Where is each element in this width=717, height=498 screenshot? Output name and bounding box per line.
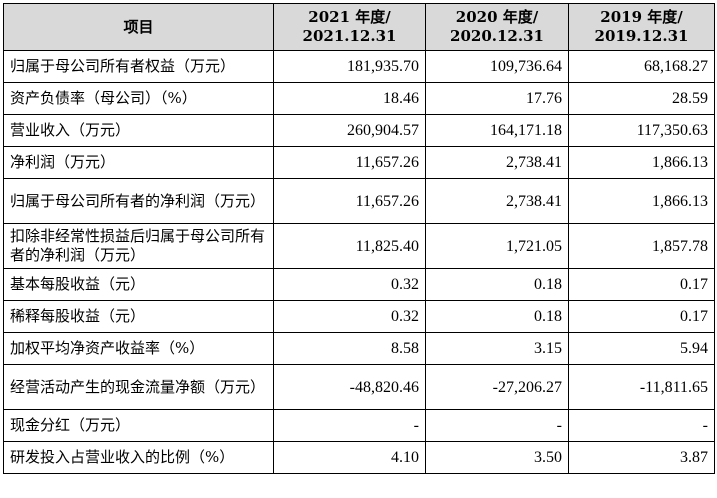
value-2020: 17.76 [425,82,569,115]
value-2021: 11,825.40 [273,223,426,269]
row-label: 经营活动产生的现金流量净额（万元） [3,364,274,410]
header-2020-year: 2020 年度/ [455,8,539,26]
value-2021: 260,904.57 [273,114,426,147]
value-2020: 3.50 [425,441,569,474]
value-2021: 0.32 [273,268,426,301]
value-2021: 4.10 [273,441,426,474]
row-label: 归属于母公司所有者权益（万元） [3,50,274,83]
value-2019: -11,811.65 [568,364,715,410]
table-row: 经营活动产生的现金流量净额（万元） -48,820.46 -27,206.27 … [3,364,715,410]
row-label: 稀释每股收益（元） [3,300,274,333]
value-2020: - [425,409,569,442]
row-label: 现金分红（万元） [3,409,274,442]
header-row: 项目 2021 年度/ 2021.12.31 2020 年度/ 2020.12.… [3,3,715,51]
table-row: 资产负债率（母公司）（%） 18.46 17.76 28.59 [3,82,715,115]
financial-indicators-table: 项目 2021 年度/ 2021.12.31 2020 年度/ 2020.12.… [3,3,715,474]
value-2019: 1,866.13 [568,146,715,179]
value-2019: 0.17 [568,300,715,333]
value-2020: 3.15 [425,332,569,365]
value-2019: 3.87 [568,441,715,474]
header-2019: 2019 年度/ 2019.12.31 [568,3,715,51]
value-2020: 0.18 [425,268,569,301]
value-2021: 181,935.70 [273,50,426,83]
value-2021: 11,657.26 [273,178,426,224]
header-2019-date: 2019.12.31 [594,27,689,45]
row-label: 营业收入（万元） [3,114,274,147]
table-row: 基本每股收益（元） 0.32 0.18 0.17 [3,268,715,301]
value-2020: 109,736.64 [425,50,569,83]
value-2020: 164,171.18 [425,114,569,147]
header-item: 项目 [3,3,274,51]
value-2020: 1,721.05 [425,223,569,269]
table-row: 净利润（万元） 11,657.26 2,738.41 1,866.13 [3,146,715,179]
table-row: 研发投入占营业收入的比例（%） 4.10 3.50 3.87 [3,441,715,474]
header-2021: 2021 年度/ 2021.12.31 [273,3,426,51]
value-2019: 0.17 [568,268,715,301]
value-2019: 5.94 [568,332,715,365]
table-row: 稀释每股收益（元） 0.32 0.18 0.17 [3,300,715,333]
table-row: 营业收入（万元） 260,904.57 164,171.18 117,350.6… [3,114,715,147]
value-2019: 68,168.27 [568,50,715,83]
row-label: 归属于母公司所有者的净利润（万元） [3,178,274,224]
value-2021: 8.58 [273,332,426,365]
table-row: 归属于母公司所有者权益（万元） 181,935.70 109,736.64 68… [3,50,715,83]
value-2019: - [568,409,715,442]
value-2019: 1,857.78 [568,223,715,269]
header-2021-date: 2021.12.31 [302,27,397,45]
header-2019-year: 2019 年度/ [600,8,683,26]
table-row: 现金分红（万元） - - - [3,409,715,442]
value-2021: 11,657.26 [273,146,426,179]
value-2019: 1,866.13 [568,178,715,224]
value-2020: 2,738.41 [425,178,569,224]
row-label: 净利润（万元） [3,146,274,179]
row-label: 资产负债率（母公司）（%） [3,82,274,115]
value-2021: - [273,409,426,442]
value-2021: 18.46 [273,82,426,115]
value-2019: 117,350.63 [568,114,715,147]
value-2020: 2,738.41 [425,146,569,179]
value-2020: 0.18 [425,300,569,333]
row-label: 基本每股收益（元） [3,268,274,301]
row-label: 扣除非经常性损益后归属于母公司所有者的净利润（万元） [3,223,274,269]
row-label: 加权平均净资产收益率（%） [3,332,274,365]
table-row: 扣除非经常性损益后归属于母公司所有者的净利润（万元） 11,825.40 1,7… [3,223,715,269]
value-2019: 28.59 [568,82,715,115]
financial-table-container: 项目 2021 年度/ 2021.12.31 2020 年度/ 2020.12.… [3,3,715,474]
value-2021: -48,820.46 [273,364,426,410]
value-2020: -27,206.27 [425,364,569,410]
header-2020-date: 2020.12.31 [450,27,544,45]
header-2021-year: 2021 年度/ [308,8,391,26]
table-row: 加权平均净资产收益率（%） 8.58 3.15 5.94 [3,332,715,365]
table-row: 归属于母公司所有者的净利润（万元） 11,657.26 2,738.41 1,8… [3,178,715,224]
row-label: 研发投入占营业收入的比例（%） [3,441,274,474]
value-2021: 0.32 [273,300,426,333]
header-2020: 2020 年度/ 2020.12.31 [425,3,569,51]
